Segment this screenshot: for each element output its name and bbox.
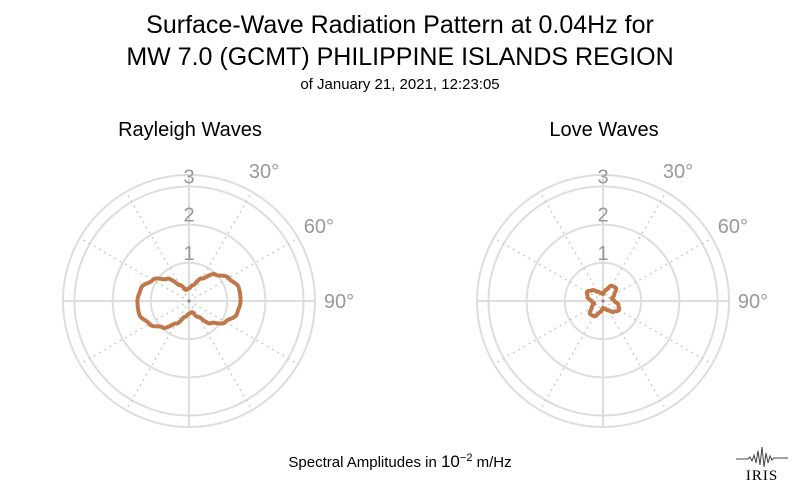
love-radiation-curve-0 — [584, 283, 622, 319]
rayleigh-radiation-curve-0 — [135, 272, 243, 330]
love-angular-tick-60: 60° — [718, 216, 748, 238]
caption-suffix: m/Hz — [472, 454, 512, 471]
rayleigh-radial-tick-2: 2 — [183, 205, 194, 227]
rayleigh-radial-tick-3: 3 — [183, 166, 194, 188]
chart-title-line2: MW 7.0 (GCMT) PHILIPPINE ISLANDS REGION — [126, 43, 674, 71]
love-radial-tick-3: 3 — [597, 166, 608, 188]
love-radial-tick-1: 1 — [597, 243, 608, 265]
love-center-dot — [601, 299, 605, 303]
rayleigh-angular-tick-30: 30° — [249, 161, 279, 183]
rayleigh-center-dot — [187, 299, 191, 303]
chart-title-line1: Surface-Wave Radiation Pattern at 0.04Hz… — [146, 11, 654, 39]
caption-prefix: Spectral Amplitudes in — [288, 454, 441, 471]
love-angular-tick-90: 90° — [738, 291, 768, 313]
seismogram-icon — [736, 446, 788, 468]
caption-base: 10 — [440, 452, 460, 471]
love-radial-tick-2: 2 — [597, 205, 608, 227]
rayleigh-panel-title: Rayleigh Waves — [118, 119, 262, 141]
love-angular-tick-30: 30° — [663, 161, 693, 183]
love-panel-title: Love Waves — [549, 119, 659, 141]
caption-exponent: −2 — [459, 452, 473, 464]
chart-subtitle: of January 21, 2021, 12:23:05 — [300, 76, 500, 93]
rayleigh-angular-tick-90: 90° — [324, 291, 354, 313]
logo-text: IRIS — [745, 468, 779, 484]
rayleigh-radial-tick-1: 1 — [183, 243, 194, 265]
amplitude-units-caption: Spectral Amplitudes in 10−2 m/Hz — [0, 452, 800, 472]
rayleigh-angular-tick-60: 60° — [304, 216, 334, 238]
iris-logo: IRIS — [734, 445, 790, 485]
